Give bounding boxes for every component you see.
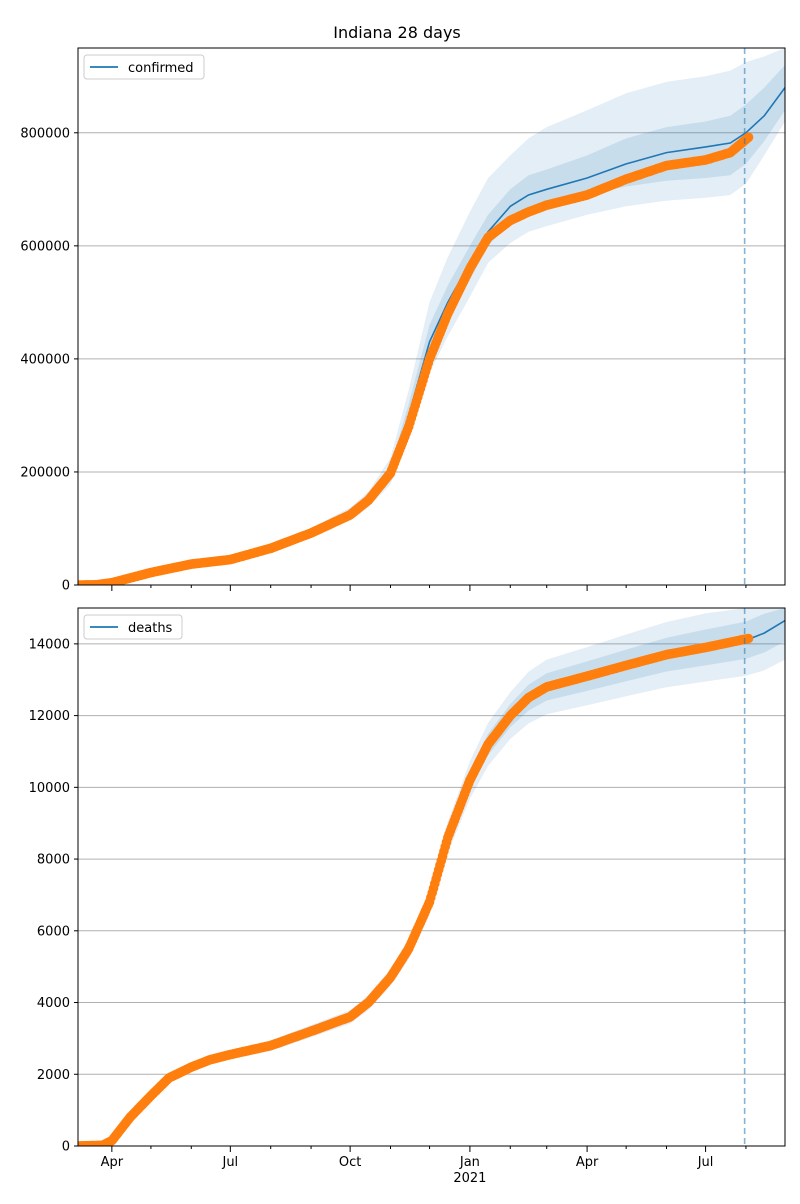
x-tick-label: Oct	[339, 1155, 361, 1170]
legend: confirmed	[83, 54, 205, 80]
x-tick-label: Apr	[576, 1155, 599, 1170]
x-tick-label: Jul	[221, 1155, 238, 1170]
y-tick-label: 0	[62, 579, 70, 594]
chart-confirmed: 0 200000 400000 600000 800000 confirmed	[20, 47, 786, 594]
uncertainty-band-inner	[78, 608, 785, 1146]
y-tick-label: 12000	[29, 709, 70, 724]
legend-box	[83, 614, 183, 640]
y-tick-label: 200000	[20, 465, 70, 480]
y-tick-label: 14000	[29, 637, 70, 652]
x-tick-label: Jul	[697, 1155, 714, 1170]
axes-frame	[77, 47, 786, 586]
observed-point	[743, 633, 754, 644]
y-tick-label: 800000	[20, 126, 70, 141]
observed-point	[743, 132, 754, 143]
figure-title: Indiana 28 days	[333, 23, 461, 42]
x-tick-label: Jan	[459, 1155, 480, 1170]
uncertainty-band-inner	[78, 65, 785, 585]
legend: deaths	[83, 614, 183, 640]
legend-box	[83, 54, 205, 80]
legend-label: confirmed	[128, 61, 194, 76]
y-tick-label: 10000	[29, 781, 70, 796]
y-tick-label: 600000	[20, 239, 70, 254]
legend-label: deaths	[128, 621, 173, 636]
uncertainty-band-outer	[78, 608, 785, 1146]
plot-area	[78, 48, 785, 585]
observed-series-confirmed	[78, 132, 754, 585]
axes-frame	[77, 607, 786, 1147]
x-tick-label: Apr	[101, 1155, 124, 1170]
y-tick-label: 0	[62, 1140, 70, 1155]
chart-deaths: 0 2000 4000 6000 8000 10000 12000 14000 Apr Jul Oc…	[29, 607, 786, 1186]
y-tick-label: 8000	[37, 853, 70, 868]
x-year-label: 2021	[453, 1171, 486, 1186]
y-tick-label: 6000	[37, 924, 70, 939]
y-tick-label: 4000	[37, 996, 70, 1011]
y-tick-label: 2000	[37, 1068, 70, 1083]
observed-series-deaths	[78, 633, 754, 1146]
plot-area	[78, 608, 785, 1146]
y-tick-label: 400000	[20, 352, 70, 367]
